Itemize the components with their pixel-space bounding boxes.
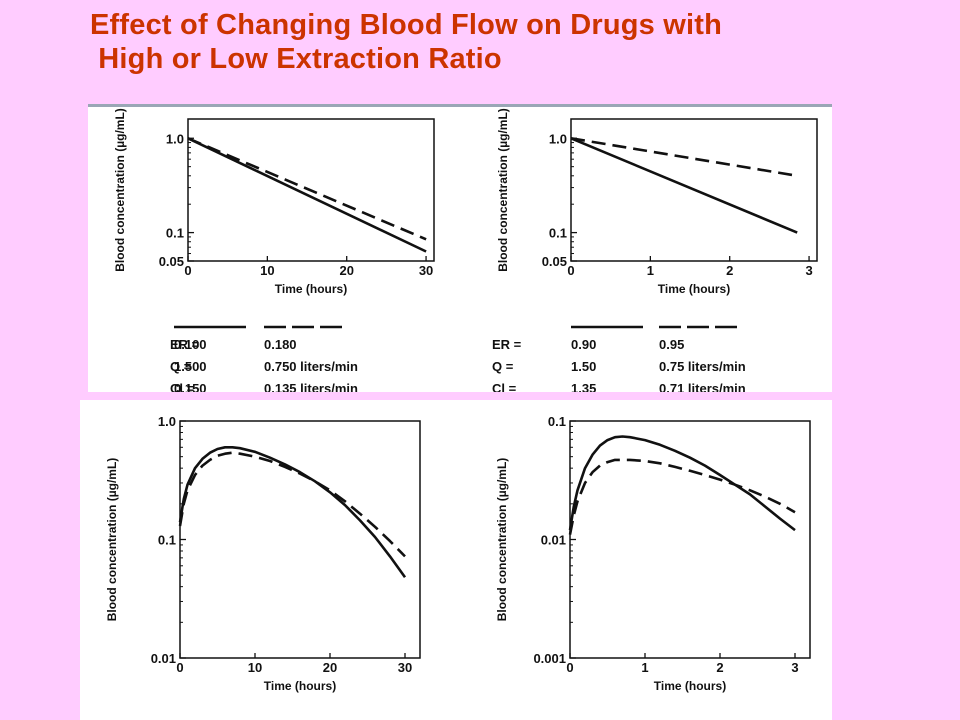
chart-1-legend-solid-value: 1.500 — [174, 359, 207, 374]
chart-4-x-tick-label: 1 — [641, 660, 648, 675]
chart-2-legend-solid-value: 1.35 — [571, 381, 596, 392]
chart-3: 0 10 20 30 0.01 0.1 1.0 Time (hours) Blood conce… — [105, 414, 421, 693]
chart-4-y-tick-label: 0.001 — [533, 651, 566, 666]
chart-1-y-axis-label: Blood concentration (µg/mL) — [113, 108, 127, 272]
chart-3-y-tick-label: 0.1 — [158, 533, 176, 548]
chart-1-series-dashed-line — [187, 137, 427, 241]
chart-3-y-tick-label: 0.01 — [151, 651, 176, 666]
chart-1-legend-dashed-value: 0.135 liters/min — [264, 381, 358, 392]
chart-1-legend-dashed-value: 0.180 — [264, 337, 297, 352]
chart-2-y-tick-label: 1.0 — [549, 131, 567, 146]
chart-1-x-tick-label: 0 — [184, 263, 191, 278]
chart-1-legend-row-label: ER = — [170, 337, 200, 352]
top-figure-panel: 0 10 20 30 0.05 0.1 1.0 Time (hours) Blood conce… — [88, 104, 832, 392]
slide-title: Effect of Changing Blood Flow on Drugs w… — [90, 8, 722, 76]
chart-2: 0 1 2 3 0.05 0.1 1.0 Time (hours) Blood concentr… — [492, 108, 818, 392]
chart-2-legend-row-label: ER = — [492, 337, 522, 352]
chart-4-series-solid-line — [568, 435, 796, 532]
chart-2-legend-dashed-value: 0.71 liters/min — [659, 381, 746, 392]
chart-1-y-tick-label: 0.05 — [159, 254, 184, 269]
chart-4: 0 1 2 3 0.001 0.01 0.1 Time (hours) Blood concen… — [495, 414, 811, 693]
chart-2-legend-dashed-value: 0.95 — [659, 337, 684, 352]
chart-2-legend-solid-value: 1.50 — [571, 359, 596, 374]
chart-3-plot-frame — [179, 420, 421, 659]
chart-1-x-tick-label: 20 — [339, 263, 353, 278]
chart-1-x-tick-label: 10 — [260, 263, 274, 278]
chart-2-x-axis-label: Time (hours) — [658, 282, 730, 296]
chart-1-x-axis-label: Time (hours) — [275, 282, 347, 296]
slide-title-line-2: High or Low Extraction Ratio — [90, 43, 502, 75]
chart-2-y-tick-label: 0.05 — [542, 254, 567, 269]
chart-3-x-tick-label: 20 — [323, 660, 337, 675]
chart-2-y-tick-label: 0.1 — [549, 226, 567, 241]
chart-4-series-dashed-line — [568, 458, 796, 535]
chart-4-y-axis-label: Blood concentration (µg/mL) — [495, 458, 509, 622]
chart-4-x-tick-label: 3 — [791, 660, 798, 675]
slide-title-line-1: Effect of Changing Blood Flow on Drugs w… — [90, 9, 723, 41]
chart-3-series-solid-line — [178, 445, 407, 579]
chart-2-legend-row-label: Q = — [492, 359, 514, 374]
chart-2-series-dashed-line — [570, 137, 798, 178]
chart-4-x-tick-label: 0 — [566, 660, 573, 675]
chart-3-x-tick-label: 30 — [398, 660, 412, 675]
chart-2-legend-solid-value: 0.90 — [571, 337, 596, 352]
chart-1-plot-frame — [187, 118, 435, 262]
chart-4-x-axis-label: Time (hours) — [654, 679, 726, 693]
chart-2-x-tick-label: 1 — [647, 263, 654, 278]
chart-3-y-axis-label: Blood concentration (µg/mL) — [105, 458, 119, 622]
chart-2-legend-row-label: Cl = — [492, 381, 517, 392]
chart-1-legend-dashed-value: 0.750 liters/min — [264, 359, 358, 374]
chart-1-legend-solid-value: 0.150 — [174, 381, 207, 392]
chart-2-plot-frame — [570, 118, 818, 262]
chart-1-legend-solid-value: 0.100 — [174, 337, 207, 352]
chart-2-series-solid-line — [570, 137, 798, 234]
chart-4-x-tick-label: 2 — [716, 660, 723, 675]
chart-2-y-axis-label: Blood concentration (µg/mL) — [496, 108, 510, 272]
chart-1: 0 10 20 30 0.05 0.1 1.0 Time (hours) Blood conce… — [113, 108, 435, 392]
chart-3-x-axis-label: Time (hours) — [264, 679, 336, 693]
chart-3-x-tick-label: 0 — [176, 660, 183, 675]
chart-2-x-tick-label: 3 — [805, 263, 812, 278]
chart-3-series-dashed-line — [178, 451, 406, 558]
chart-4-y-tick-label: 0.1 — [548, 414, 566, 429]
chart-3-x-tick-label: 10 — [248, 660, 262, 675]
chart-1-y-tick-label: 1.0 — [166, 131, 184, 146]
bottom-figure-panel: 0 10 20 30 0.01 0.1 1.0 Time (hours) Blood conce… — [80, 400, 832, 720]
chart-1-legend-row-label: Q = — [170, 359, 192, 374]
chart-1-legend-row-label: Cl = — [170, 381, 195, 392]
chart-2-legend-dashed-value: 0.75 liters/min — [659, 359, 746, 374]
chart-1-series-solid-line — [187, 137, 427, 253]
chart-3-y-tick-label: 1.0 — [158, 414, 176, 429]
chart-4-y-tick-label: 0.01 — [541, 533, 566, 548]
chart-2-x-tick-label: 0 — [567, 263, 574, 278]
chart-2-x-tick-label: 2 — [726, 263, 733, 278]
chart-1-y-tick-label: 0.1 — [166, 226, 184, 241]
chart-1-x-tick-label: 30 — [419, 263, 433, 278]
